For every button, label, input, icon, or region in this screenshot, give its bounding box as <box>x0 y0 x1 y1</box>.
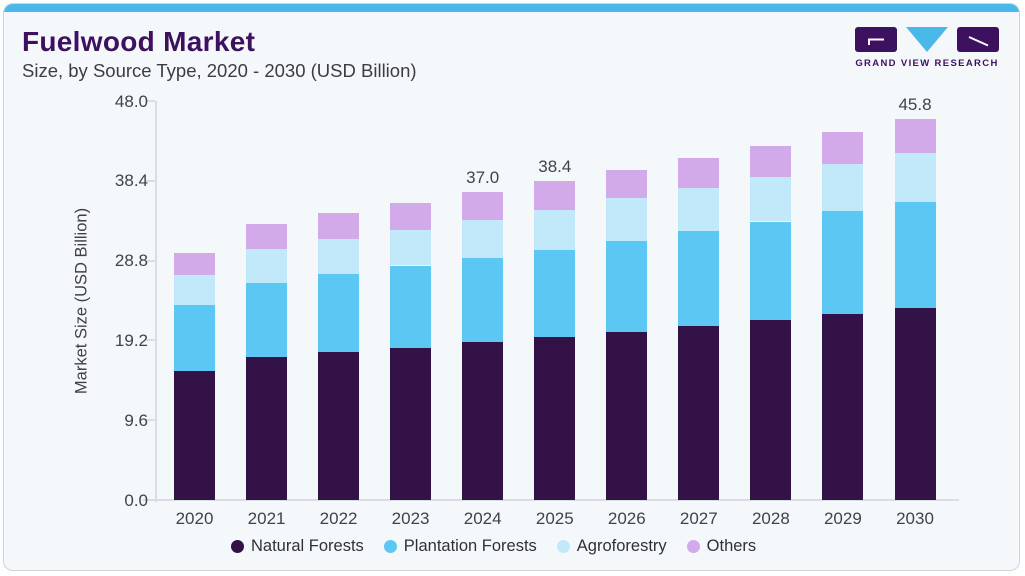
x-axis-year-label: 2026 <box>607 509 646 528</box>
bar-segment-2030-others <box>894 119 936 153</box>
bar-segment-2021-natural-forests <box>246 357 288 500</box>
y-tick-label: 0.0 <box>124 490 148 510</box>
x-axis-year-label: 2023 <box>391 509 430 528</box>
bar-segment-2022-plantation-forests <box>318 273 360 352</box>
bar-segment-2022-agroforestry <box>318 239 360 274</box>
bar-segment-2030-agroforestry <box>894 152 936 202</box>
legend-item-natural-forests: Natural Forests <box>231 537 364 556</box>
bar-segment-2023-natural-forests <box>390 347 432 500</box>
x-axis-year-label: 2021 <box>247 509 286 528</box>
legend-label: Others <box>706 536 757 555</box>
chart-title: Fuelwood Market <box>22 26 256 57</box>
bar-segment-2029-agroforestry <box>822 164 864 211</box>
legend-label: Natural Forests <box>251 536 364 555</box>
bar-segment-2027-natural-forests <box>678 326 720 500</box>
bar-segment-2026-plantation-forests <box>606 240 648 333</box>
bar-total-label: 37.0 <box>466 168 500 188</box>
bar-segment-2024-others <box>462 192 504 220</box>
bar-segment-2024-agroforestry <box>462 219 504 259</box>
y-tick-label: 48.0 <box>114 91 148 111</box>
bar-segment-2024-natural-forests <box>462 342 504 500</box>
legend-label: Agroforestry <box>576 536 667 555</box>
bar-segment-2025-agroforestry <box>534 209 576 250</box>
x-axis-year-label: 2029 <box>823 509 862 528</box>
bar-total-label: 38.4 <box>538 156 572 176</box>
bar-segment-2029-plantation-forests <box>822 210 864 314</box>
y-tick-label: 38.4 <box>114 171 148 191</box>
legend-marker-icon <box>231 539 244 553</box>
bar-segment-2030-plantation-forests <box>894 201 936 308</box>
y-tick-label: 9.6 <box>124 410 148 430</box>
y-tick-mark <box>146 259 155 262</box>
bar-segment-2020-agroforestry <box>174 274 215 305</box>
logo-r-tile-icon <box>957 27 999 52</box>
legend: Natural Forests Plantation Forests Agrofor… <box>231 535 756 557</box>
bar-segment-2026-others <box>606 170 648 199</box>
top-accent-bar <box>4 4 1019 12</box>
bar-segment-2028-plantation-forests <box>750 221 792 321</box>
legend-marker-icon <box>556 539 570 553</box>
plot-area: 0.0 9.6 19.2 28.8 38.4 48.0 2020 2021 2022 2023 20… <box>4 4 1019 570</box>
bar-segment-2023-agroforestry <box>390 229 432 266</box>
x-axis-year-label: 2028 <box>751 509 790 528</box>
logo-g-tile-icon <box>855 27 897 52</box>
bar-segment-2025-plantation-forests <box>534 249 576 338</box>
x-axis-line <box>143 499 959 501</box>
y-tick-mark <box>146 179 155 182</box>
x-axis-year-label: 2025 <box>535 509 574 528</box>
x-axis-year-label: 2024 <box>463 509 502 528</box>
legend-marker-icon <box>383 539 397 553</box>
legend-item-plantation-forests: Plantation Forests <box>383 536 537 556</box>
x-axis-year-label: 2022 <box>319 509 358 528</box>
bar-segment-2021-plantation-forests <box>246 283 288 357</box>
x-axis-year-label: 2030 <box>896 509 934 528</box>
bar-segment-2022-others <box>318 213 360 239</box>
chart-subtitle: Size, by Source Type, 2020 - 2030 (USD B… <box>22 60 417 81</box>
bar-segment-2020-others <box>174 253 215 275</box>
bar-segment-2028-others <box>750 145 792 177</box>
bar-segment-2027-others <box>678 158 720 189</box>
bar-segment-2029-others <box>822 131 864 165</box>
bar-segment-2028-natural-forests <box>750 320 792 500</box>
bar-segment-2023-plantation-forests <box>390 265 432 348</box>
bar-segment-2021-agroforestry <box>246 249 288 284</box>
x-axis-year-label: 2020 <box>175 509 214 528</box>
bar-total-label: 45.8 <box>898 95 932 115</box>
bar-segment-2026-agroforestry <box>606 198 648 241</box>
y-tick-mark <box>146 100 155 102</box>
bar-segment-2025-natural-forests <box>534 337 576 500</box>
logo-v-triangle-icon <box>906 27 948 52</box>
bar-segment-2024-plantation-forests <box>462 258 504 343</box>
bar-segment-2030-natural-forests <box>894 308 936 500</box>
grand-view-research-logo: GRAND VIEW RESEARCH <box>855 27 999 69</box>
x-axis-year-label: 2027 <box>679 509 718 528</box>
bar-segment-2023-others <box>390 203 432 230</box>
bar-segment-2020-plantation-forests <box>174 304 215 372</box>
bar-segment-2029-natural-forests <box>822 313 864 500</box>
y-tick-label: 19.2 <box>114 330 148 350</box>
bar-segment-2028-agroforestry <box>750 176 792 222</box>
y-tick-mark <box>146 419 155 422</box>
legend-marker-icon <box>686 539 700 553</box>
legend-label: Plantation Forests <box>403 536 537 555</box>
bar-segment-2022-natural-forests <box>318 352 360 500</box>
bar-segment-2026-natural-forests <box>606 332 648 500</box>
y-tick-mark <box>146 339 155 342</box>
logo-text: GRAND VIEW RESEARCH <box>855 58 999 69</box>
bar-segment-2021-others <box>246 224 288 249</box>
y-axis-line <box>155 101 157 502</box>
legend-item-others: Others <box>686 536 757 556</box>
logo-shapes <box>855 27 999 52</box>
bar-segment-2020-natural-forests <box>174 371 215 500</box>
bar-segment-2027-plantation-forests <box>678 230 720 327</box>
y-tick-label: 28.8 <box>114 251 148 271</box>
report-card: Fuelwood Market Size, by Source Type, 20… <box>3 3 1020 571</box>
bar-segment-2025-others <box>534 180 576 210</box>
bar-segment-2027-agroforestry <box>678 188 720 231</box>
legend-item-agroforestry: Agroforestry <box>556 536 667 556</box>
